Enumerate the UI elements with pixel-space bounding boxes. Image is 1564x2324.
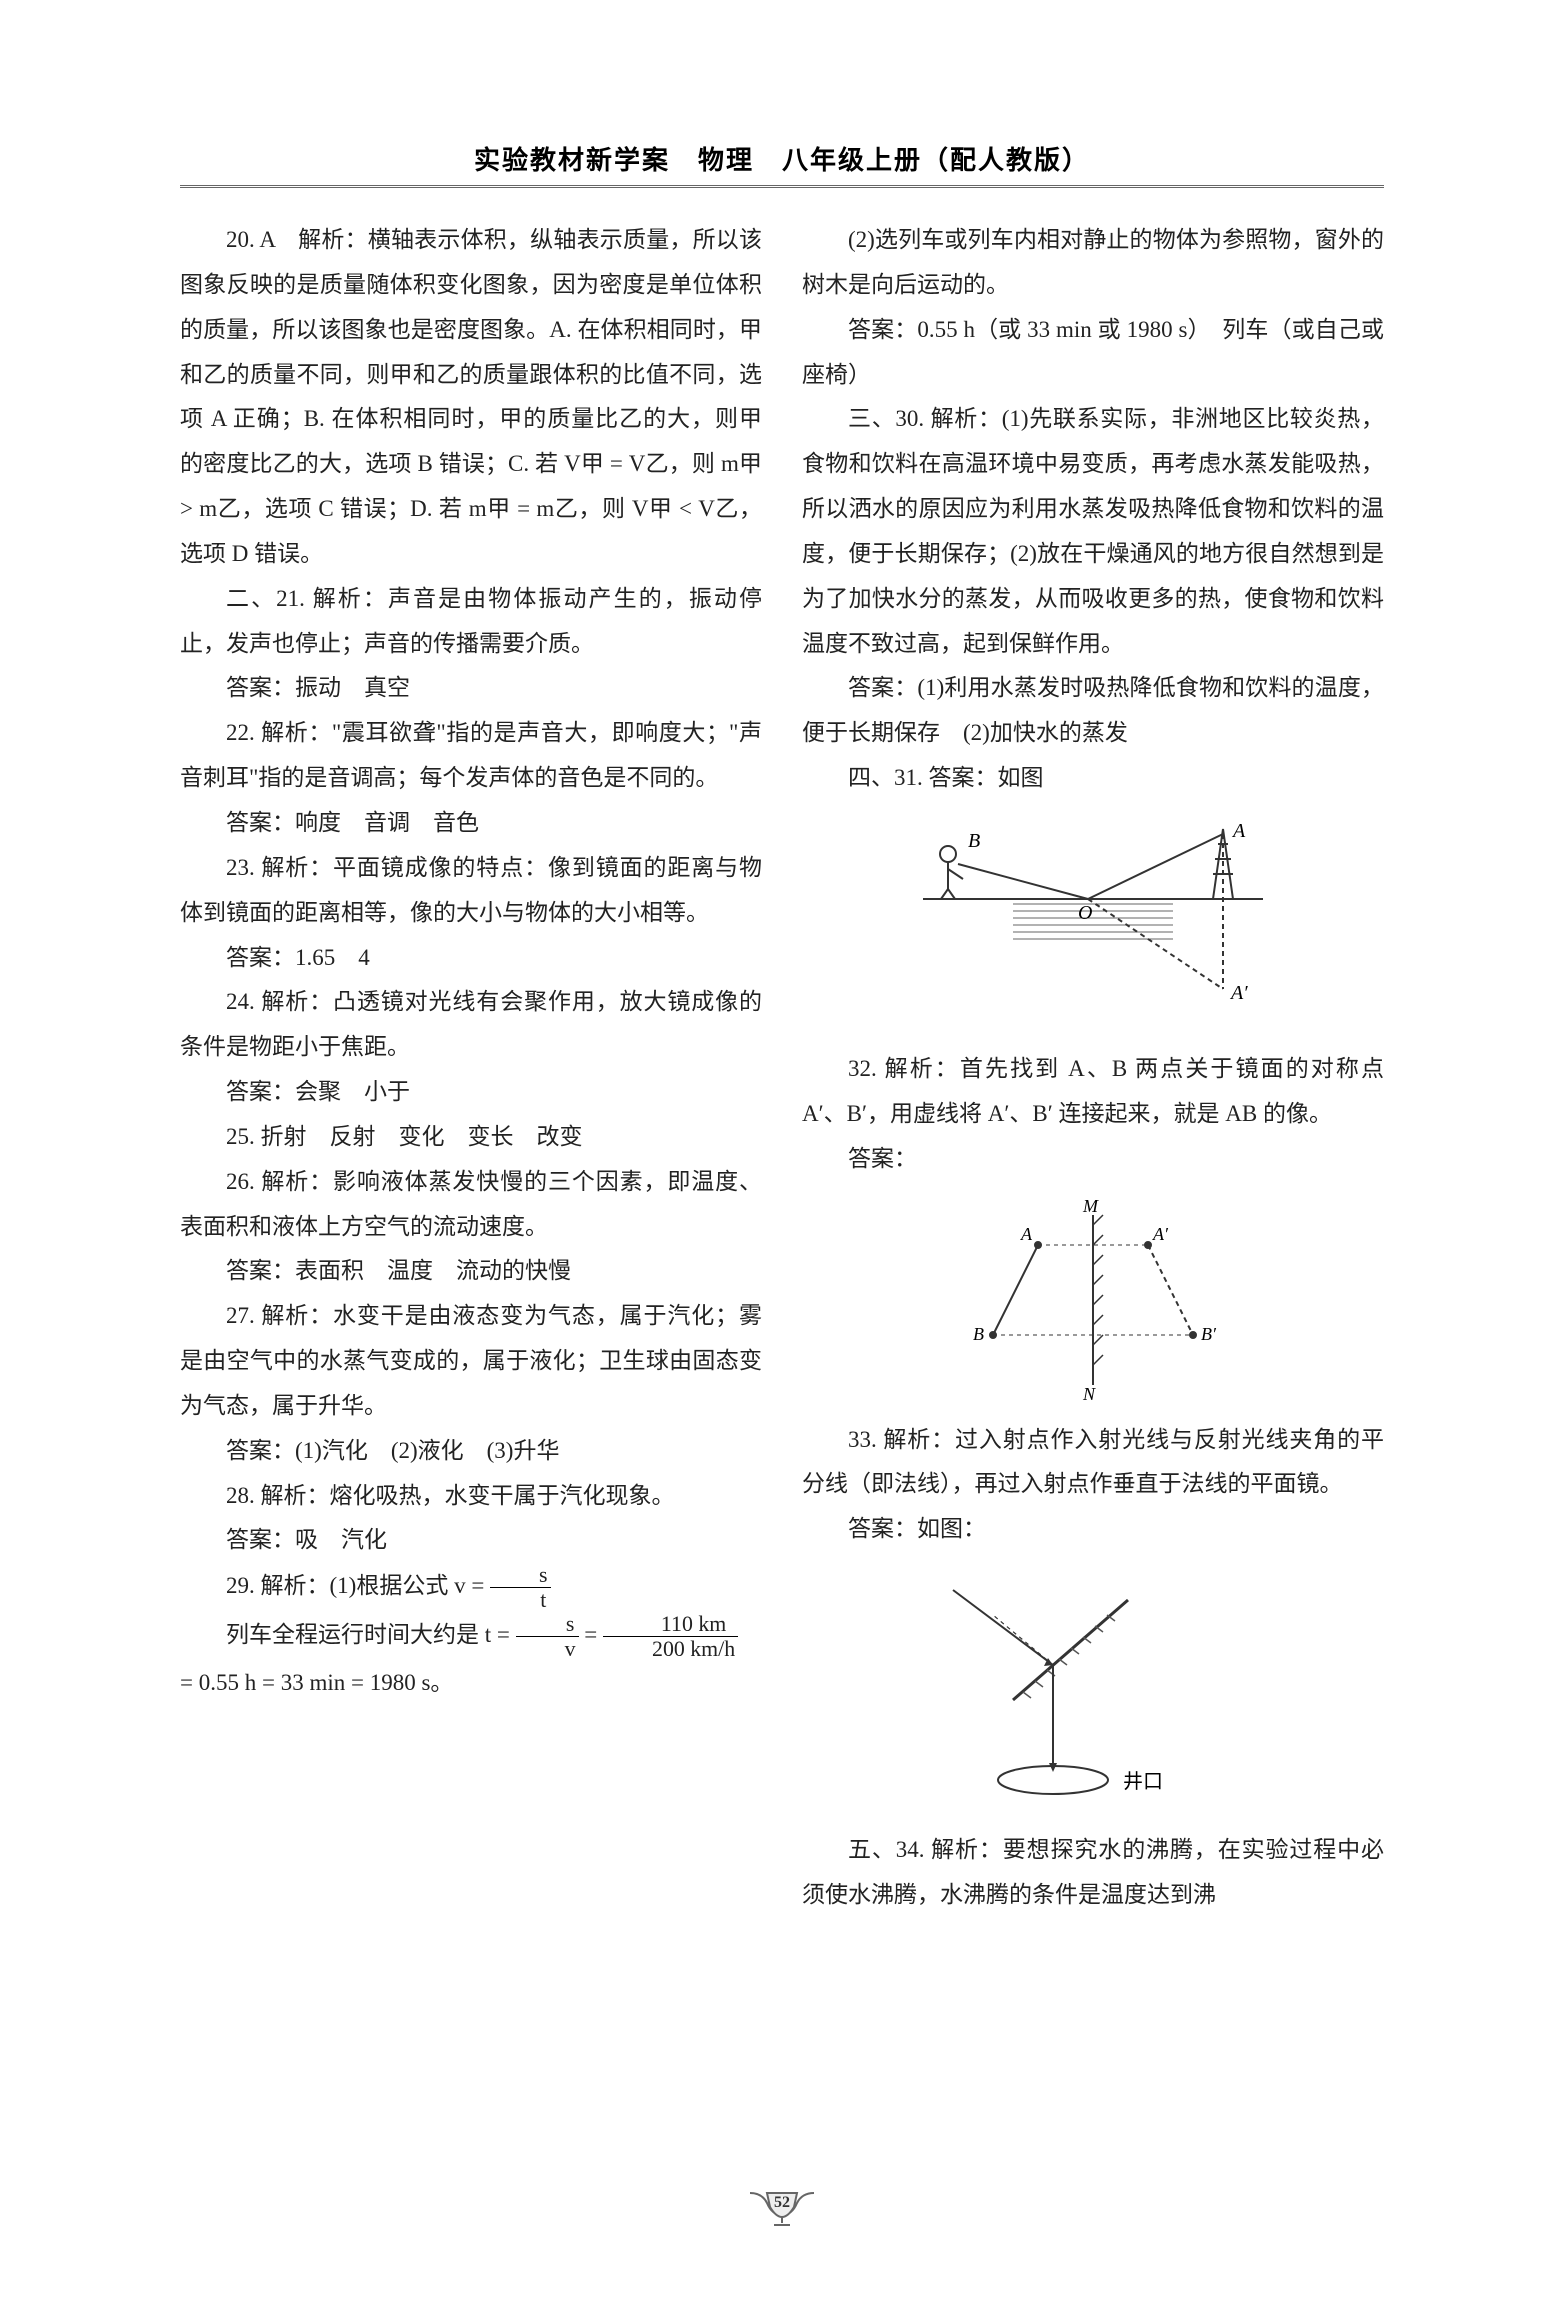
item-25: 25. 折射 反射 变化 变长 改变 bbox=[180, 1115, 762, 1160]
item-32-answer: 答案： bbox=[802, 1137, 1384, 1182]
item-32-analysis: 32. 解析：首先找到 A、B 两点关于镜面的对称点 A′、B′，用虚线将 A′… bbox=[802, 1047, 1384, 1137]
frac-den: t bbox=[490, 1588, 551, 1612]
item-29-part2: (2)选列车或列车内相对静止的物体为参照物，窗外的树木是向后运动的。 bbox=[802, 218, 1384, 308]
item-33-answer: 答案：如图： bbox=[802, 1507, 1384, 1552]
diagram-32-mirror-image: M N A A′ B B′ bbox=[953, 1200, 1233, 1400]
item-31: 四、31. 答案：如图 bbox=[802, 756, 1384, 801]
item-29-prefix: 29. 解析：(1)根据公式 v = bbox=[226, 1573, 484, 1598]
item-22-analysis: 22. 解析："震耳欲聋"指的是声音大，即响度大；"声音刺耳"指的是音调高；每个… bbox=[180, 711, 762, 801]
item-27-analysis: 27. 解析：水变干是由液态变为气态，属于汽化；雾是由空气中的水蒸气变成的，属于… bbox=[180, 1294, 762, 1429]
two-column-layout: 20. A 解析：横轴表示体积，纵轴表示质量，所以该图象反映的是质量随体积变化图… bbox=[180, 218, 1384, 1918]
left-column: 20. A 解析：横轴表示体积，纵轴表示质量，所以该图象反映的是质量随体积变化图… bbox=[180, 218, 762, 1918]
item-24-analysis: 24. 解析：凸透镜对光线有会聚作用，放大镜成像的条件是物距小于焦距。 bbox=[180, 980, 762, 1070]
label-B: B bbox=[973, 1324, 984, 1344]
document-page: 实验教材新学案 物理 八年级上册（配人教版） 20. A 解析：横轴表示体积，纵… bbox=[0, 0, 1564, 2324]
trophy-icon: 52 bbox=[742, 2185, 822, 2234]
equals: = bbox=[584, 1622, 603, 1647]
fraction-s-over-t: s t bbox=[490, 1563, 551, 1612]
item-29-analysis-3: = 0.55 h = 33 min = 1980 s。 bbox=[180, 1661, 762, 1706]
header-rule bbox=[180, 185, 1384, 188]
label-O: O bbox=[1078, 902, 1092, 924]
frac-den: v bbox=[516, 1637, 579, 1661]
frac-num: s bbox=[490, 1563, 551, 1588]
page-header-title: 实验教材新学案 物理 八年级上册（配人教版） bbox=[180, 140, 1384, 177]
label-A-prime: A′ bbox=[1229, 982, 1248, 1004]
item-23-analysis: 23. 解析：平面镜成像的特点：像到镜面的距离与物体到镜面的距离相等，像的大小与… bbox=[180, 846, 762, 936]
item-29-analysis-1: 29. 解析：(1)根据公式 v = s t bbox=[180, 1563, 762, 1612]
label-Ap: A′ bbox=[1152, 1224, 1169, 1244]
label-N: N bbox=[1082, 1384, 1096, 1400]
label-B: B bbox=[968, 830, 980, 852]
right-column: (2)选列车或列车内相对静止的物体为参照物，窗外的树木是向后运动的。 答案：0.… bbox=[802, 218, 1384, 1918]
label-Bp: B′ bbox=[1201, 1324, 1217, 1344]
page-number: 52 bbox=[774, 2194, 790, 2211]
page-footer: 52 bbox=[742, 2185, 822, 2234]
frac-den: 200 km/h bbox=[603, 1637, 738, 1661]
fraction-110-over-200: 110 km 200 km/h bbox=[603, 1612, 738, 1661]
label-A: A bbox=[1020, 1224, 1033, 1244]
item-26-answer: 答案：表面积 温度 流动的快慢 bbox=[180, 1249, 762, 1294]
item-26-analysis: 26. 解析：影响液体蒸发快慢的三个因素，即温度、表面积和液体上方空气的流动速度… bbox=[180, 1160, 762, 1250]
item-27-answer: 答案：(1)汽化 (2)液化 (3)升华 bbox=[180, 1429, 762, 1474]
item-21-answer: 答案：振动 真空 bbox=[180, 666, 762, 711]
item-29b-prefix: 列车全程运行时间大约是 t = bbox=[226, 1622, 510, 1647]
item-30-analysis: 三、30. 解析：(1)先联系实际，非洲地区比较炎热，食物和饮料在高温环境中易变… bbox=[802, 397, 1384, 666]
item-34: 五、34. 解析：要想探究水的沸腾，在实验过程中必须使水沸腾，水沸腾的条件是温度… bbox=[802, 1828, 1384, 1918]
item-30-answer: 答案：(1)利用水蒸发时吸热降低食物和饮料的温度，便于长期保存 (2)加快水的蒸… bbox=[802, 666, 1384, 756]
label-A: A bbox=[1231, 820, 1246, 842]
item-29-analysis-2: 列车全程运行时间大约是 t = s v = 110 km 200 km/h bbox=[180, 1612, 762, 1661]
item-33-analysis: 33. 解析：过入射点作入射光线与反射光线夹角的平分线（即法线），再过入射点作垂… bbox=[802, 1418, 1384, 1508]
frac-num: s bbox=[516, 1612, 579, 1637]
item-28-answer: 答案：吸 汽化 bbox=[180, 1518, 762, 1563]
label-M: M bbox=[1082, 1200, 1099, 1216]
diagram-33-well-mirror: 井口 bbox=[933, 1570, 1253, 1810]
item-21-analysis: 二、21. 解析：声音是由物体振动产生的，振动停止，发声也停止；声音的传播需要介… bbox=[180, 577, 762, 667]
item-28-analysis: 28. 解析：熔化吸热，水变干属于汽化现象。 bbox=[180, 1474, 762, 1519]
item-23-answer: 答案：1.65 4 bbox=[180, 936, 762, 981]
item-24-answer: 答案：会聚 小于 bbox=[180, 1070, 762, 1115]
frac-num: 110 km bbox=[603, 1612, 738, 1637]
item-22-answer: 答案：响度 音调 音色 bbox=[180, 801, 762, 846]
diagram-31-reflection: B A O A′ bbox=[913, 819, 1273, 1029]
item-29-answer: 答案：0.55 h（或 33 min 或 1980 s） 列车（或自己或座椅） bbox=[802, 308, 1384, 398]
fraction-s-over-v: s v bbox=[516, 1612, 579, 1661]
item-20: 20. A 解析：横轴表示体积，纵轴表示质量，所以该图象反映的是质量随体积变化图… bbox=[180, 218, 762, 577]
label-well-mouth: 井口 bbox=[1123, 1770, 1163, 1793]
